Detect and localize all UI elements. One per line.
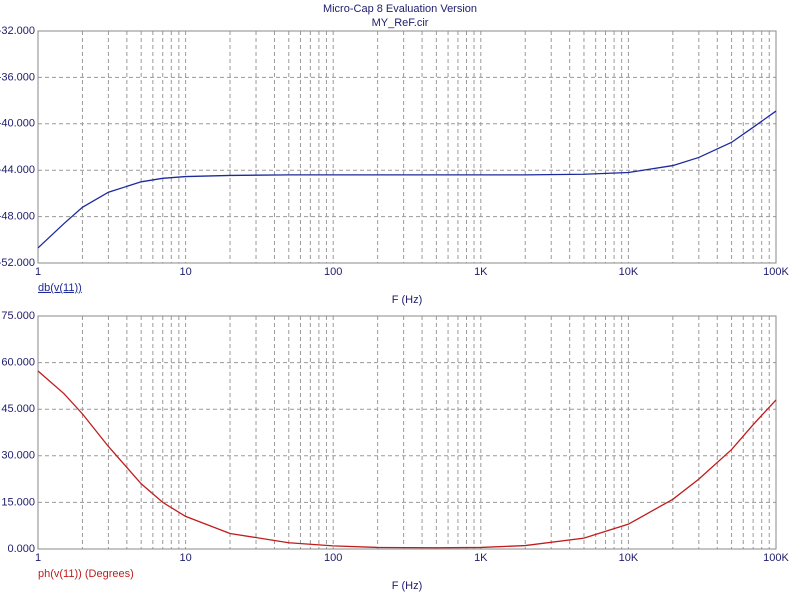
x-tick-label: 100K — [763, 552, 789, 564]
x-tick-label: 10 — [179, 552, 191, 564]
series-line — [37, 110, 777, 249]
x-axis-label: F (Hz) — [392, 294, 423, 306]
y-tick-label: -40.000 — [0, 118, 35, 130]
plot-frame — [37, 315, 777, 550]
y-tick-label: -36.000 — [0, 71, 35, 83]
x-tick-label: 10K — [619, 552, 639, 564]
x-axis-label: F (Hz) — [392, 580, 423, 592]
x-tick-label: 10K — [619, 266, 639, 278]
y-tick-label: -52.000 — [0, 257, 35, 269]
y-tick-label: -44.000 — [0, 164, 35, 176]
x-tick-label: 1 — [35, 552, 41, 564]
x-tick-label: 1K — [474, 552, 488, 564]
x-tick-label: 100 — [324, 552, 342, 564]
y-axis-label: ph(v(11)) (Degrees) — [38, 568, 134, 580]
x-tick-label: 1K — [474, 266, 488, 278]
y-tick-label: 60.000 — [1, 357, 35, 369]
x-tick-label: 1 — [35, 266, 41, 278]
plot-frame — [37, 30, 777, 264]
y-tick-label: 0.000 — [7, 543, 35, 555]
y-tick-label: 15.000 — [1, 496, 35, 508]
y-tick-label: 45.000 — [1, 403, 35, 415]
series-line — [37, 370, 777, 549]
chart-subtitle: MY_ReF.cir — [372, 17, 429, 29]
y-axis-label: db(v(11)) — [38, 282, 82, 294]
x-tick-label: 100K — [763, 266, 789, 278]
y-tick-label: -48.000 — [0, 211, 35, 223]
y-tick-label: 75.000 — [1, 310, 35, 322]
x-tick-label: 10 — [179, 266, 191, 278]
x-tick-label: 100 — [324, 266, 342, 278]
y-tick-label: 30.000 — [1, 450, 35, 462]
y-tick-label: -32.000 — [0, 25, 35, 37]
chart-title: Micro-Cap 8 Evaluation Version — [323, 3, 477, 15]
